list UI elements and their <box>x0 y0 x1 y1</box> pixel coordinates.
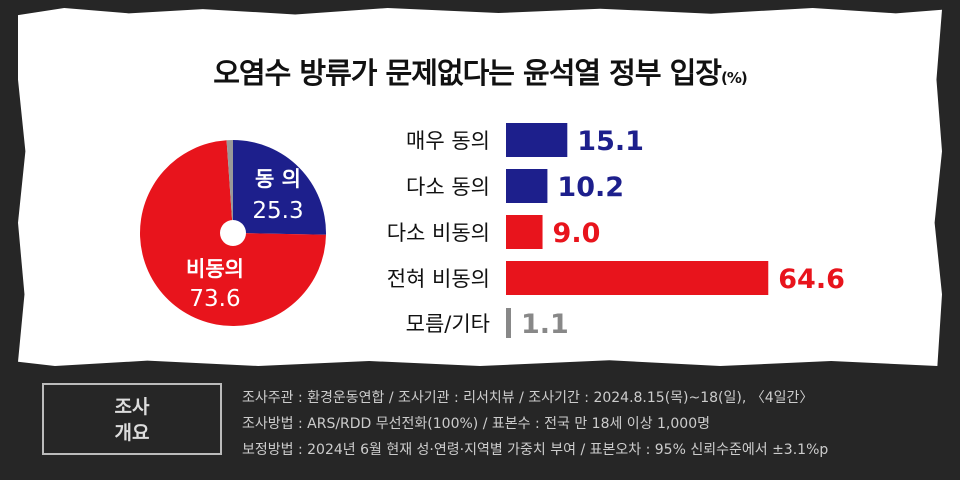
detail-line: 보정방법 : 2024년 6월 현재 성·연령·지역별 가중치 부여 / 표본오… <box>242 442 829 458</box>
pie-value: 73.6 <box>189 286 240 312</box>
chart-title: 오염수 방류가 문제없다는 윤석열 정부 입장(%) <box>0 50 960 92</box>
pie-value: 25.3 <box>252 198 303 224</box>
bar <box>506 261 769 295</box>
pie-label: 비동의 <box>186 257 244 281</box>
bar-value-label: 9.0 <box>553 218 601 249</box>
bar <box>506 215 543 249</box>
bar-category-label: 전혀 비동의 <box>387 267 490 291</box>
pie-slice <box>226 140 233 233</box>
bar <box>506 308 511 338</box>
bar-value-label: 1.1 <box>521 309 569 340</box>
pie-slice <box>233 140 326 235</box>
box-line: 개요 <box>114 422 150 444</box>
bar <box>506 169 548 203</box>
bar-value-label: 15.1 <box>577 126 644 157</box>
survey-details: 조사주관 : 환경운동연합 / 조사기관 : 리서치뷰 / 조사기간 : 202… <box>242 385 828 463</box>
bar-category-label: 매우 동의 <box>406 129 490 153</box>
pie-center-hole <box>220 220 246 246</box>
pie-label: 동 의 <box>255 167 301 191</box>
box-line: 조사 <box>114 396 150 418</box>
title-unit: (%) <box>720 69 748 87</box>
title-text: 오염수 방류가 문제없다는 윤석열 정부 입장 <box>213 56 722 90</box>
bar-category-label: 다소 비동의 <box>387 221 490 245</box>
bar-category-label: 모름/기타 <box>406 312 490 336</box>
bar <box>506 123 568 157</box>
detail-line: 조사방법 : ARS/RDD 무선전화(100%) / 표본수 : 전국 만 1… <box>242 416 710 432</box>
bar-value-label: 64.6 <box>778 264 845 295</box>
detail-line: 조사주관 : 환경운동연합 / 조사기관 : 리서치뷰 / 조사기간 : 202… <box>242 390 814 406</box>
bar-category-label: 다소 동의 <box>406 175 490 199</box>
bar-value-label: 10.2 <box>557 172 624 203</box>
